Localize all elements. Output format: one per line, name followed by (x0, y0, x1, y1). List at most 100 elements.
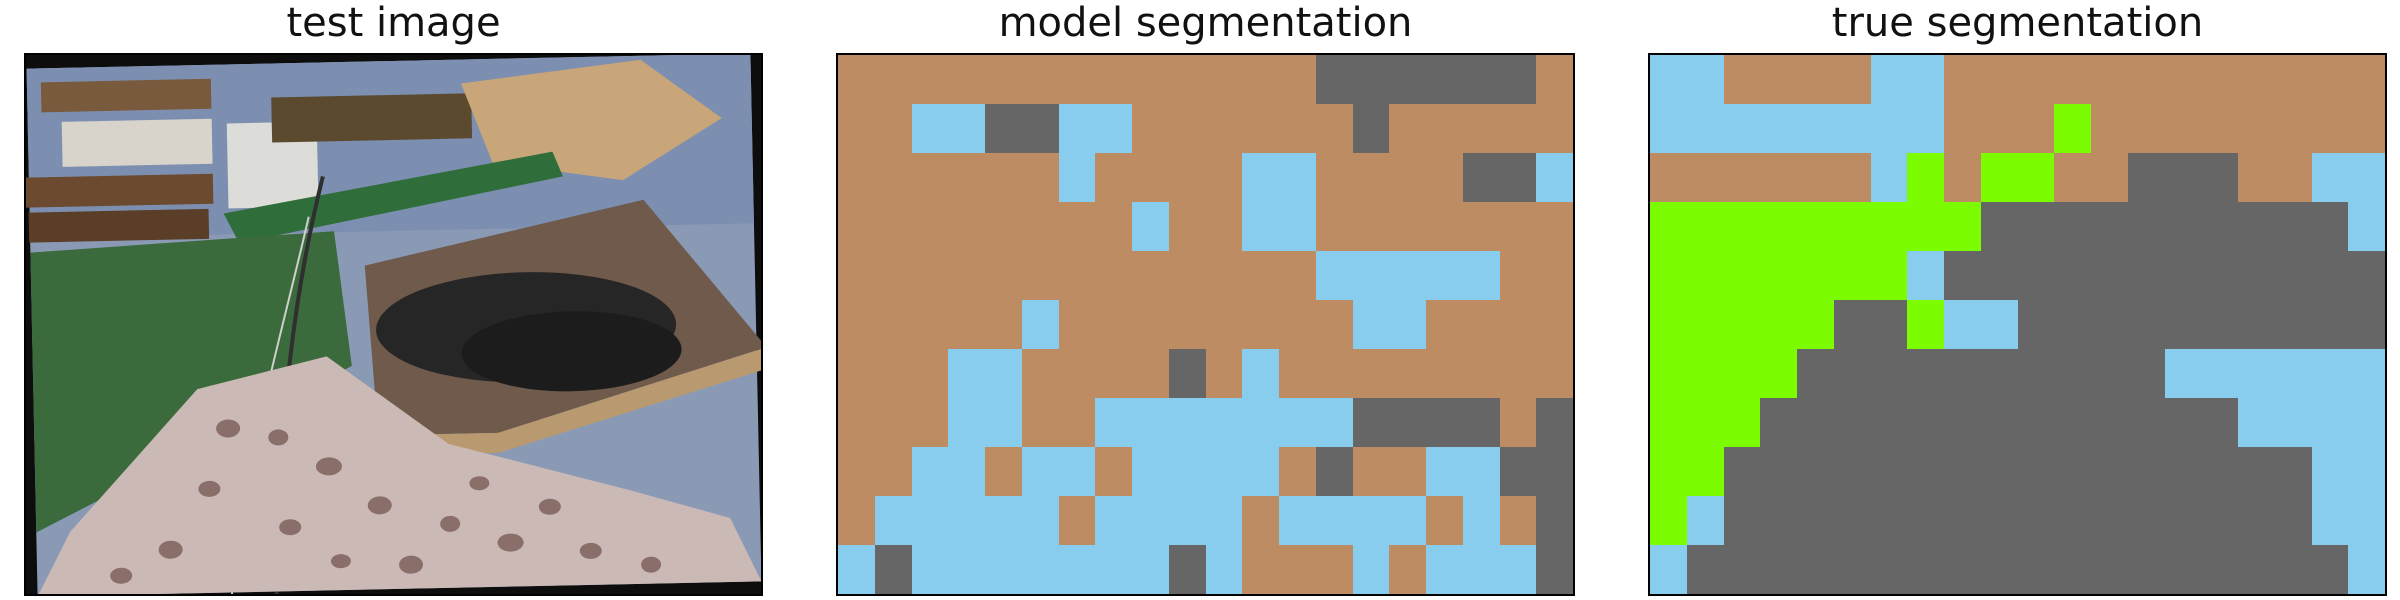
segmentation-cell (874, 398, 912, 447)
segmentation-cell (1870, 55, 1908, 104)
model-segmentation-frame (836, 53, 1575, 596)
segmentation-cell (1462, 55, 1500, 104)
segmentation-cell (1205, 496, 1243, 545)
segmentation-cell (1797, 545, 1834, 594)
segmentation-cell (2274, 202, 2312, 251)
segmentation-cell (2348, 300, 2385, 349)
test-image-photo (26, 55, 761, 594)
segmentation-cell (1944, 447, 1981, 496)
segmentation-cell (1760, 300, 1797, 349)
segmentation-cell (874, 153, 912, 202)
segmentation-cell (1462, 496, 1500, 545)
segmentation-cell (1315, 398, 1353, 447)
segmentation-cell (1462, 447, 1500, 496)
segmentation-cell (1797, 55, 1834, 104)
segmentation-cell (874, 55, 912, 104)
segmentation-cell (1021, 349, 1059, 398)
segmentation-cell (1723, 55, 1761, 104)
segmentation-cell (911, 496, 949, 545)
segmentation-cell (1980, 202, 2018, 251)
segmentation-cell (2201, 104, 2238, 153)
segmentation-cell (1907, 300, 1944, 349)
segmentation-cell (2017, 545, 2055, 594)
segmentation-cell (2127, 153, 2165, 202)
segmentation-cell (1389, 104, 1426, 153)
segmentation-cell (1462, 349, 1500, 398)
segmentation-cell (2201, 447, 2238, 496)
segmentation-cell (2164, 496, 2202, 545)
segmentation-cell (2348, 496, 2385, 545)
segmentation-cell (1499, 104, 1537, 153)
segmentation-cell (1723, 202, 1761, 251)
segmentation-cell (1980, 153, 2018, 202)
segmentation-cell (1870, 251, 1908, 300)
segmentation-cell (1132, 251, 1169, 300)
segmentation-cell (1021, 398, 1059, 447)
segmentation-cell (1279, 251, 1316, 300)
segmentation-cell (2348, 251, 2385, 300)
segmentation-cell (1389, 496, 1426, 545)
segmentation-cell (2054, 153, 2091, 202)
segmentation-cell (1095, 104, 1132, 153)
segmentation-cell (1315, 349, 1353, 398)
segmentation-cell (1907, 398, 1944, 447)
segmentation-cell (1723, 545, 1761, 594)
segmentation-cell (911, 349, 949, 398)
segmentation-cell (2164, 300, 2202, 349)
segmentation-cell (2348, 349, 2385, 398)
segmentation-cell (1980, 104, 2018, 153)
segmentation-cell (1650, 55, 1687, 104)
segmentation-cell (874, 447, 912, 496)
segmentation-cell (1870, 153, 1908, 202)
segmentation-cell (948, 496, 985, 545)
segmentation-cell (1205, 153, 1243, 202)
segmentation-cell (2127, 398, 2165, 447)
segmentation-cell (1686, 202, 1724, 251)
segmentation-cell (2017, 202, 2055, 251)
segmentation-cell (1205, 55, 1243, 104)
segmentation-cell (1352, 398, 1390, 447)
segmentation-cell (1058, 251, 1096, 300)
segmentation-cell (1907, 545, 1944, 594)
segmentation-cell (1499, 447, 1537, 496)
segmentation-cell (1352, 55, 1390, 104)
segmentation-cell (1650, 545, 1687, 594)
test-image-title: test image (286, 0, 501, 46)
segmentation-cell (874, 496, 912, 545)
segmentation-cell (985, 496, 1022, 545)
segmentation-cell (2311, 300, 2349, 349)
segmentation-cell (1462, 398, 1500, 447)
segmentation-cell (1907, 55, 1944, 104)
segmentation-cell (1095, 55, 1132, 104)
segmentation-cell (1650, 251, 1687, 300)
segmentation-cell (1058, 153, 1096, 202)
segmentation-cell (1352, 104, 1390, 153)
segmentation-cell (1797, 300, 1834, 349)
segmentation-cell (1499, 496, 1537, 545)
segmentation-cell (838, 300, 875, 349)
segmentation-cell (1907, 202, 1944, 251)
segmentation-cell (1760, 202, 1797, 251)
segmentation-cell (1242, 153, 1279, 202)
segmentation-cell (2017, 55, 2055, 104)
segmentation-cell (1833, 251, 1871, 300)
segmentation-cell (1021, 104, 1059, 153)
segmentation-cell (1021, 55, 1059, 104)
segmentation-cell (2348, 447, 2385, 496)
segmentation-cell (2274, 398, 2312, 447)
segmentation-cell (1279, 496, 1316, 545)
segmentation-cell (2017, 447, 2055, 496)
segmentation-cell (1242, 496, 1279, 545)
segmentation-cell (1797, 496, 1834, 545)
segmentation-cell (1426, 104, 1463, 153)
segmentation-cell (1168, 349, 1206, 398)
segmentation-cell (1279, 398, 1316, 447)
segmentation-cell (2274, 545, 2312, 594)
segmentation-cell (838, 251, 875, 300)
segmentation-cell (985, 398, 1022, 447)
segmentation-cell (1944, 202, 1981, 251)
segmentation-cell (1686, 447, 1724, 496)
segmentation-cell (1650, 447, 1687, 496)
segmentation-cell (1760, 496, 1797, 545)
segmentation-cell (2091, 545, 2128, 594)
